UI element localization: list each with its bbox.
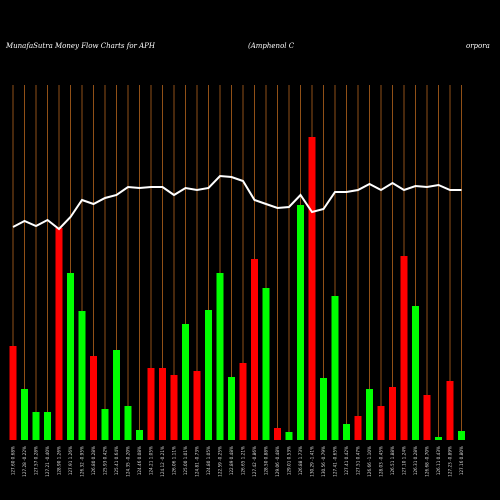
bar [216,273,224,440]
x-tick-label: 126.66 -1.10% [367,446,372,477]
bar [182,324,189,440]
bar [32,412,40,440]
x-tick-label: 126.80 0.28% [91,446,96,475]
x-tick-label: 127.28 -0.22% [22,446,27,477]
bar [446,381,454,440]
bar [331,296,339,440]
x-tick-label: 128.50 0.88% [264,446,269,475]
x-tick-label: 125.93 0.42% [103,446,108,475]
bar [354,416,362,440]
x-tick-label: 127.41 0.42% [344,446,349,475]
x-tick-label: 127.91 1.26% [68,446,73,475]
x-tick-label: 126.88 1.73% [298,446,303,475]
x-tick-label: 127.23 -0.89% [448,446,453,477]
bar [205,310,212,440]
bar [343,424,350,440]
x-tick-label: 126.65 1.21% [241,446,246,475]
bar [274,428,281,440]
x-tick-label: 127.42 -0.86% [252,446,257,477]
bar [377,406,385,440]
bar [55,228,63,440]
bar [400,256,408,440]
x-tick-label: 125.00 1.01% [183,446,188,475]
x-tick-label: 124.80 1.05% [206,446,211,475]
bar [67,273,74,440]
x-tick-label: 127.21 -0.40% [45,446,50,477]
x-tick-label: 130.56 -0.79% [321,446,326,477]
bar [44,412,51,440]
x-tick-label: 128.90 1.26% [57,446,62,475]
x-tick-label: 124.12 -0.21% [160,446,165,477]
x-tick-label: 129.06 -0.48% [275,446,280,477]
x-tick-label: 125.41 0.64% [114,446,119,475]
x-tick-label: 127.51 0.47% [356,446,361,475]
bar [435,437,442,440]
x-tick-label: 122.59 -0.25% [218,446,223,477]
x-tick-label: 124.21 1.05% [149,446,154,475]
bar [170,375,178,440]
bar [389,387,396,440]
bar [285,432,293,440]
x-tick-label: 122.89 0.48% [229,446,234,475]
chart-subtitle-right: orpora [466,42,490,50]
bar [239,363,247,440]
bar [159,368,166,440]
x-tick-label: 124.81 -0.73% [195,446,200,477]
bar [147,368,155,440]
bar [124,406,132,440]
bar [262,288,270,440]
bar [9,346,17,440]
price-line [12,174,462,231]
bar [423,395,431,440]
chart-subtitle: (Amphenol C [248,42,295,50]
bar [101,409,109,440]
x-tick-label: 126.68 -0.70% [425,446,430,477]
x-tick-label: 127.60 0.68% [11,446,16,475]
x-tick-label: 126.11 0.43% [436,446,441,475]
x-tick-label: 124.46 0.08% [137,446,142,475]
bar [136,430,143,440]
x-tick-label: 126.31 0.28% [413,446,418,475]
bar [308,137,316,440]
x-tick-label: 128.03 -0.45% [379,446,384,477]
bar [193,371,201,440]
x-tick-label: 126.51 1.88% [390,446,395,475]
bar [78,311,86,440]
chart-title: MunafaSutra Money Flow Charts for APH [5,42,156,50]
bar [366,389,373,440]
bar [412,306,419,440]
bar [113,350,120,440]
x-tick-label: 124.35 -0.20% [126,446,131,477]
bar [21,389,28,440]
bar [90,356,97,440]
x-tick-label: 129.01 0.53% [287,446,292,475]
x-tick-label: 130.29 -1.41% [310,446,315,477]
bar [251,259,258,440]
x-tick-label: 126.06 1.11% [172,446,177,475]
bar [458,431,465,440]
x-tick-label: 126.32 -0.95% [80,446,85,477]
bar [320,378,327,440]
x-tick-label: 127.57 0.28% [34,446,39,475]
x-tick-label: 127.10 1.24% [402,446,407,475]
bar [297,205,304,440]
bar [228,377,235,440]
x-tick-label: 127.16 0.80% [459,446,464,475]
x-tick-label: 127.41 -0.65% [333,446,338,477]
